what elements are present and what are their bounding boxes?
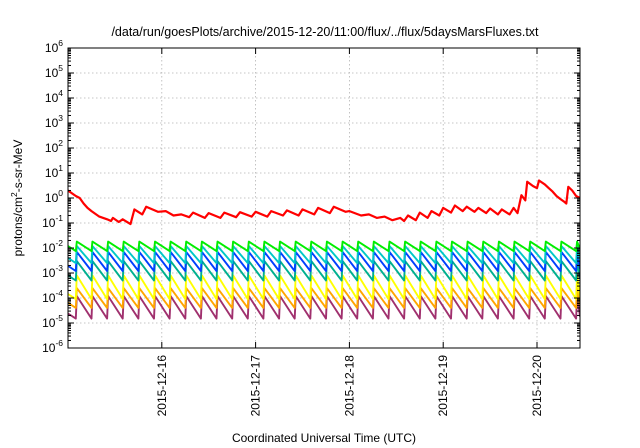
- y-tick-label: 10-1: [42, 213, 63, 230]
- y-tick-label: 102: [45, 138, 63, 155]
- series-group: [68, 179, 580, 320]
- y-tick-label: 10-5: [42, 313, 63, 330]
- y-tick-label: 101: [45, 163, 63, 180]
- series-line-1: [68, 179, 580, 226]
- y-tick-label: 104: [45, 88, 63, 105]
- y-tick-label: 103: [45, 113, 63, 130]
- y-tick-label: 105: [45, 63, 63, 80]
- y-axis-label: protons/cm2-s-sr-MeV: [9, 140, 25, 257]
- y-tick-label: 10-6: [42, 338, 63, 355]
- y-tick-label: 10-2: [42, 238, 63, 255]
- y-tick-label: 10-4: [42, 288, 63, 305]
- y-tick-label: 10-3: [42, 263, 63, 280]
- series-line-8: [68, 295, 580, 320]
- y-tick-labels: 10-6 10-5 10-4 10-3 10-2 10-1 100 101 102 103 104 1…: [42, 38, 63, 355]
- series-line-5: [68, 260, 580, 282]
- y-tick-label: 106: [45, 38, 63, 55]
- series-line-2: [68, 240, 580, 253]
- x-tick-label: 2015-12-18: [342, 355, 356, 417]
- grid-lines: [68, 48, 580, 348]
- x-tick-label: 2015-12-16: [155, 355, 169, 417]
- axis-ticks: [68, 47, 580, 349]
- x-tick-label: 2015-12-19: [436, 355, 450, 417]
- x-tick-label: 2015-12-20: [530, 355, 544, 417]
- x-axis-label: Coordinated Universal Time (UTC): [232, 431, 416, 445]
- x-tick-labels: 2015-12-16 2015-12-17 2015-12-18 2015-12-19…: [155, 355, 544, 417]
- chart-title: /data/run/goesPlots/archive/2015-12-20/1…: [111, 25, 539, 39]
- x-tick-label: 2015-12-17: [249, 355, 263, 417]
- y-tick-label: 100: [45, 188, 63, 205]
